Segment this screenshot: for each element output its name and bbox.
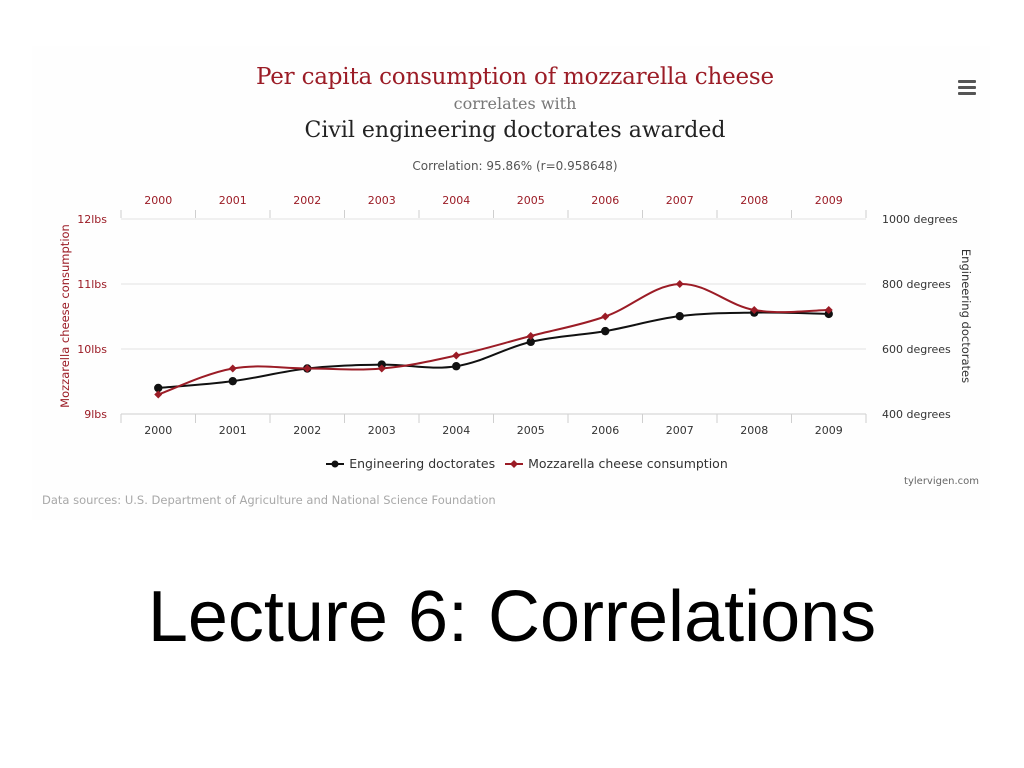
legend-item-mozzarella[interactable]: Mozzarella cheese consumption (505, 456, 728, 471)
left-axis-label: Mozzarella cheese consumption (58, 224, 72, 408)
right-axis-label: Engineering doctorates (959, 249, 973, 383)
top-year-label: 2008 (740, 194, 768, 207)
legend-circle-marker (326, 460, 345, 467)
chart-panel (32, 46, 990, 520)
chart-subtitle: Civil engineering doctorates awarded (304, 118, 726, 143)
chart-legend: Engineering doctorates Mozzarella cheese… (0, 456, 1024, 472)
data-source-note: Data sources: U.S. Department of Agricul… (42, 493, 496, 507)
data-point-mozzarella[interactable] (824, 306, 833, 314)
bottom-year-label: 2005 (517, 424, 545, 437)
series-line-engineering (158, 311, 829, 389)
bottom-year-label: 2002 (293, 424, 321, 437)
right-tick-label: 400 degrees (882, 408, 951, 421)
legend-label-mozzarella: Mozzarella cheese consumption (528, 456, 728, 471)
top-year-label: 2000 (144, 194, 172, 207)
bottom-year-label: 2000 (144, 424, 172, 437)
slide-title: Lecture 6: Correlations (147, 577, 877, 657)
data-point-mozzarella[interactable] (228, 364, 237, 373)
top-year-label: 2003 (368, 194, 396, 207)
data-point-engineering[interactable] (526, 337, 535, 347)
left-tick-label: 12lbs (77, 213, 107, 226)
left-tick-label: 10lbs (77, 343, 107, 356)
top-year-label: 2001 (219, 194, 247, 207)
legend-item-engineering[interactable]: Engineering doctorates (326, 456, 495, 471)
chart-ticks: 9lbs 400 degrees 10lbs 600 degrees 11lbs 800 … (77, 194, 958, 437)
data-point-mozzarella[interactable] (303, 364, 312, 373)
data-point-mozzarella[interactable] (675, 280, 684, 288)
left-tick-label: 11lbs (77, 278, 107, 291)
data-point-mozzarella[interactable] (750, 306, 759, 314)
bottom-year-label: 2009 (815, 424, 843, 437)
right-tick-label: 800 degrees (882, 278, 951, 291)
top-year-label: 2006 (591, 194, 619, 207)
data-point-engineering[interactable] (154, 383, 163, 393)
top-year-label: 2002 (293, 194, 321, 207)
right-tick-label: 600 degrees (882, 343, 951, 356)
data-point-mozzarella[interactable] (154, 390, 163, 399)
data-point-engineering[interactable] (675, 311, 684, 321)
legend-label-engineering: Engineering doctorates (349, 456, 496, 471)
data-point-engineering[interactable] (228, 376, 237, 386)
bottom-year-label: 2006 (591, 424, 619, 437)
chart-series (154, 280, 833, 399)
top-year-label: 2007 (666, 194, 694, 207)
data-point-mozzarella[interactable] (377, 364, 386, 373)
top-year-label: 2004 (442, 194, 470, 207)
data-point-mozzarella[interactable] (452, 351, 461, 360)
legend-diamond-marker (505, 459, 524, 468)
data-point-engineering[interactable] (601, 326, 610, 336)
correlation-label: Correlation: 95.86% (r=0.958648) (412, 159, 618, 173)
bottom-year-label: 2001 (219, 424, 247, 437)
bottom-year-label: 2007 (666, 424, 694, 437)
data-point-mozzarella[interactable] (601, 312, 610, 321)
series-line-mozzarella (157, 282, 829, 396)
right-tick-label: 1000 degrees (882, 213, 958, 226)
data-point-engineering[interactable] (452, 362, 461, 371)
chart-title: Per capita consumption of mozzarella che… (256, 64, 774, 90)
top-year-label: 2009 (815, 194, 843, 207)
bottom-year-label: 2003 (368, 424, 396, 437)
data-point-mozzarella[interactable] (526, 332, 535, 340)
bottom-year-label: 2008 (740, 424, 768, 437)
bottom-year-label: 2004 (442, 424, 470, 437)
credit-link[interactable]: tylervigen.com (904, 476, 979, 487)
top-year-label: 2005 (517, 194, 545, 207)
chart-connector: correlates with (453, 94, 577, 113)
hamburger-menu-icon[interactable] (958, 80, 976, 96)
left-tick-label: 9lbs (84, 408, 107, 421)
